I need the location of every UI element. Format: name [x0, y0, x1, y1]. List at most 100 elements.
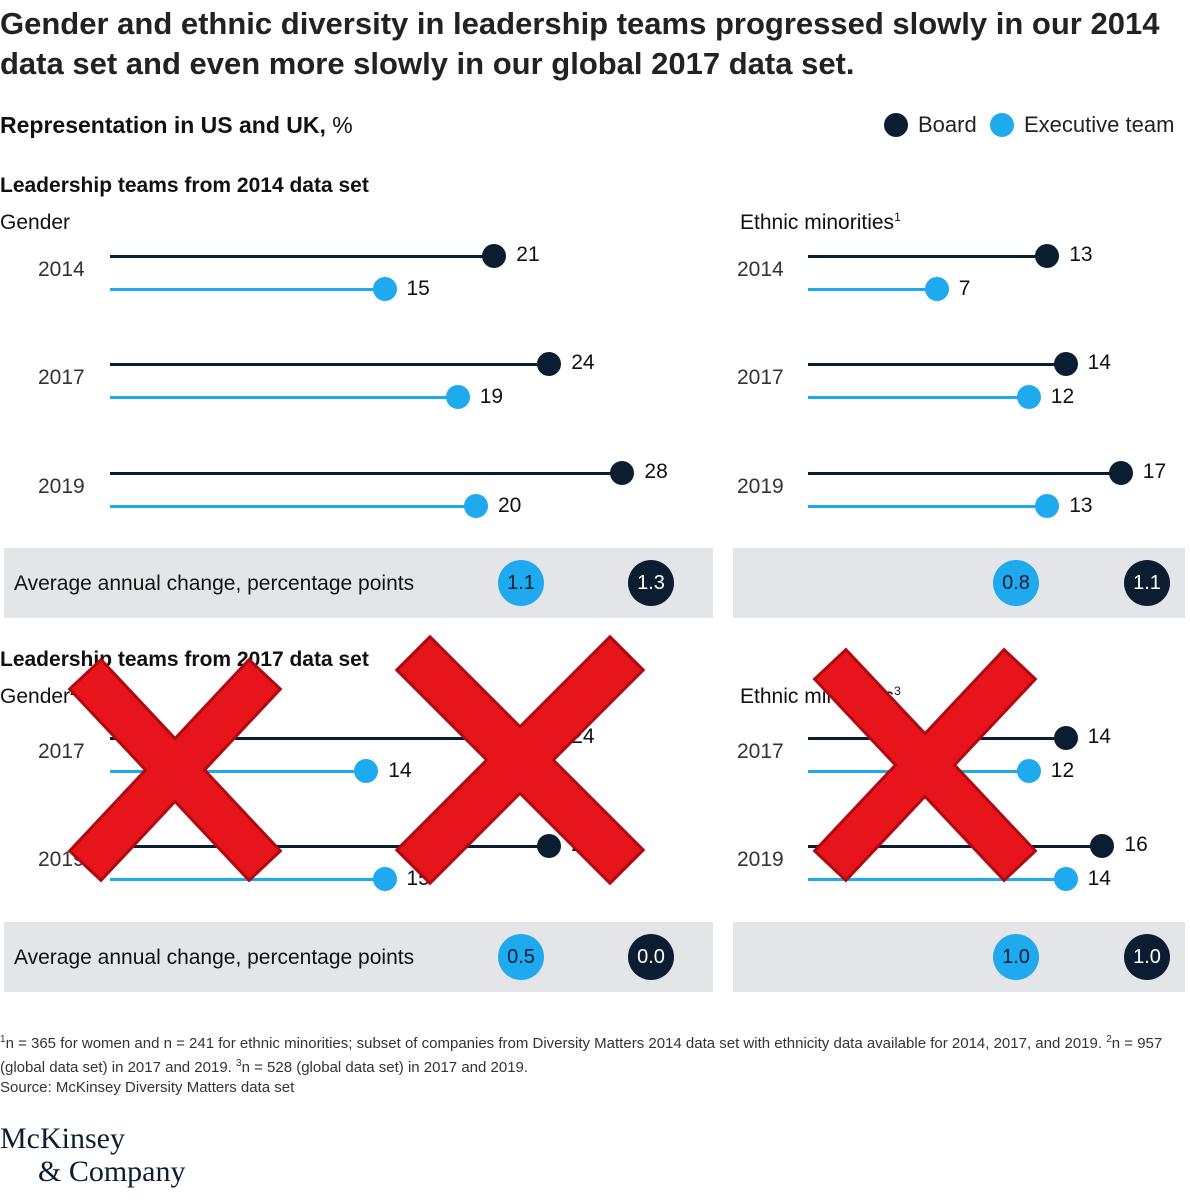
mckinsey-logo: McKinsey & Company — [0, 1122, 186, 1188]
executive-line — [110, 770, 367, 773]
year-label: 2014 — [38, 258, 85, 281]
badge-board-gender-2014: 1.3 — [628, 560, 674, 606]
executive-line — [110, 878, 385, 881]
chart-marks: 2014 21 15 2017 24 19 2019 28 20 2014 13 7 2017 14 12 2… — [38, 243, 1167, 891]
board-dot — [482, 244, 507, 268]
footnote-lines: 1n = 365 for women and n = 241 for ethni… — [0, 1030, 1180, 1078]
summary-label-2014: Average annual change, percentage points — [14, 572, 415, 595]
executive-value: 19 — [479, 385, 504, 408]
board-line — [110, 845, 550, 848]
executive-value: 15 — [406, 277, 430, 300]
executive-value: 7 — [958, 277, 971, 300]
board-value: 24 — [571, 725, 595, 748]
executive-dot — [1035, 494, 1060, 518]
executive-line — [808, 505, 1048, 508]
logo-line-2: & Company — [38, 1155, 186, 1188]
executive-dot — [464, 494, 488, 518]
board-line — [110, 472, 623, 475]
legend-board-dot — [884, 113, 908, 137]
summary-box-ethnic-2014 — [733, 548, 1185, 618]
year-label: 2017 — [38, 366, 85, 389]
badge-board-ethnic-2014: 1.1 — [1124, 560, 1170, 606]
board-line — [110, 363, 550, 366]
executive-value: 14 — [1087, 867, 1111, 890]
legend-executive: Executive team — [990, 112, 1174, 138]
executive-line — [808, 770, 1029, 773]
badge-exec-gender-2014: 1.1 — [498, 560, 544, 606]
executive-dot — [1016, 759, 1041, 783]
summary-box-ethnic-2017 — [733, 922, 1185, 992]
board-line — [808, 255, 1048, 258]
board-value: 24 — [571, 351, 595, 374]
badge-board-ethnic-2017: 1.0 — [1124, 934, 1170, 980]
board-line — [808, 737, 1066, 740]
badge-exec-ethnic-2014: 0.8 — [993, 560, 1039, 606]
logo-line-1: McKinsey — [0, 1122, 125, 1155]
footnotes: 1n = 365 for women and n = 241 for ethni… — [0, 1030, 1180, 1098]
panel-title-text: Gender — [0, 211, 71, 234]
executive-line — [808, 396, 1029, 399]
executive-value: 15 — [406, 867, 430, 890]
board-value: 14 — [1087, 725, 1111, 748]
executive-dot — [354, 759, 379, 783]
panel-title-gender-2014: Gender — [0, 210, 70, 235]
executive-value: 20 — [498, 494, 522, 517]
board-line — [110, 255, 495, 258]
board-dot — [1035, 244, 1060, 268]
board-value: 17 — [1142, 460, 1167, 483]
executive-dot — [372, 277, 397, 301]
board-value: 16 — [1124, 833, 1148, 856]
summary-box-gender-2014 — [4, 548, 713, 618]
board-dot — [1053, 726, 1078, 750]
legend-executive-label: Executive team — [1024, 112, 1175, 137]
board-value: 21 — [516, 243, 540, 266]
board-dot — [537, 834, 562, 858]
subtitle-text: Representation in US and UK, — [0, 112, 326, 138]
year-label: 2017 — [38, 740, 85, 763]
year-label: 2019 — [38, 848, 85, 871]
board-dot — [610, 461, 635, 485]
footnote-2-sup: 2 — [1106, 1034, 1112, 1045]
panel-title-sup: 1 — [894, 210, 901, 224]
summary-box-gender-2017 — [4, 922, 713, 992]
executive-value: 12 — [1050, 385, 1075, 408]
executive-value: 14 — [388, 759, 412, 782]
board-line — [808, 845, 1103, 848]
footnote-1-sup: 1 — [0, 1034, 6, 1045]
board-line — [808, 363, 1066, 366]
year-label: 2019 — [38, 475, 85, 498]
executive-dot — [1016, 385, 1041, 409]
board-dot — [537, 726, 562, 750]
section-title-2014: Leadership teams from 2014 data set — [0, 174, 369, 197]
badge-exec-ethnic-2017: 1.0 — [993, 934, 1039, 980]
executive-value: 12 — [1050, 759, 1075, 782]
board-value: 14 — [1087, 351, 1111, 374]
executive-line — [808, 288, 937, 291]
board-dot — [537, 352, 562, 376]
chart-title: Gender and ethnic diversity in leadershi… — [0, 6, 1160, 81]
executive-line — [110, 288, 385, 291]
executive-line — [808, 878, 1066, 881]
board-line — [808, 472, 1121, 475]
badge-board-gender-2017: 0.0 — [628, 934, 674, 980]
subtitle-unit: % — [332, 112, 353, 138]
board-value: 13 — [1069, 243, 1093, 266]
badge-exec-gender-2017: 0.5 — [498, 934, 544, 980]
executive-line — [110, 505, 476, 508]
legend-board-label: Board — [918, 112, 977, 137]
board-line — [110, 737, 550, 740]
executive-dot — [372, 867, 397, 891]
panel-title-text: Ethnic minorities — [740, 211, 895, 234]
executive-dot — [924, 277, 949, 301]
executive-dot — [1053, 867, 1078, 891]
source-note: Source: McKinsey Diversity Matters data … — [0, 1079, 295, 1096]
footnote-1: n = 365 for women and n = 241 for ethnic… — [5, 1035, 1103, 1052]
board-value: 24 — [571, 833, 595, 856]
board-dot — [1053, 352, 1078, 376]
board-dot — [1108, 461, 1133, 485]
footnote-2: n = 957 (global data set) in 2017 and 20… — [0, 1035, 1163, 1076]
chart-subtitle: Representation in US and UK, % — [0, 112, 353, 139]
board-value: 28 — [644, 460, 668, 483]
executive-value: 13 — [1069, 494, 1093, 517]
legend-executive-dot — [990, 113, 1014, 137]
